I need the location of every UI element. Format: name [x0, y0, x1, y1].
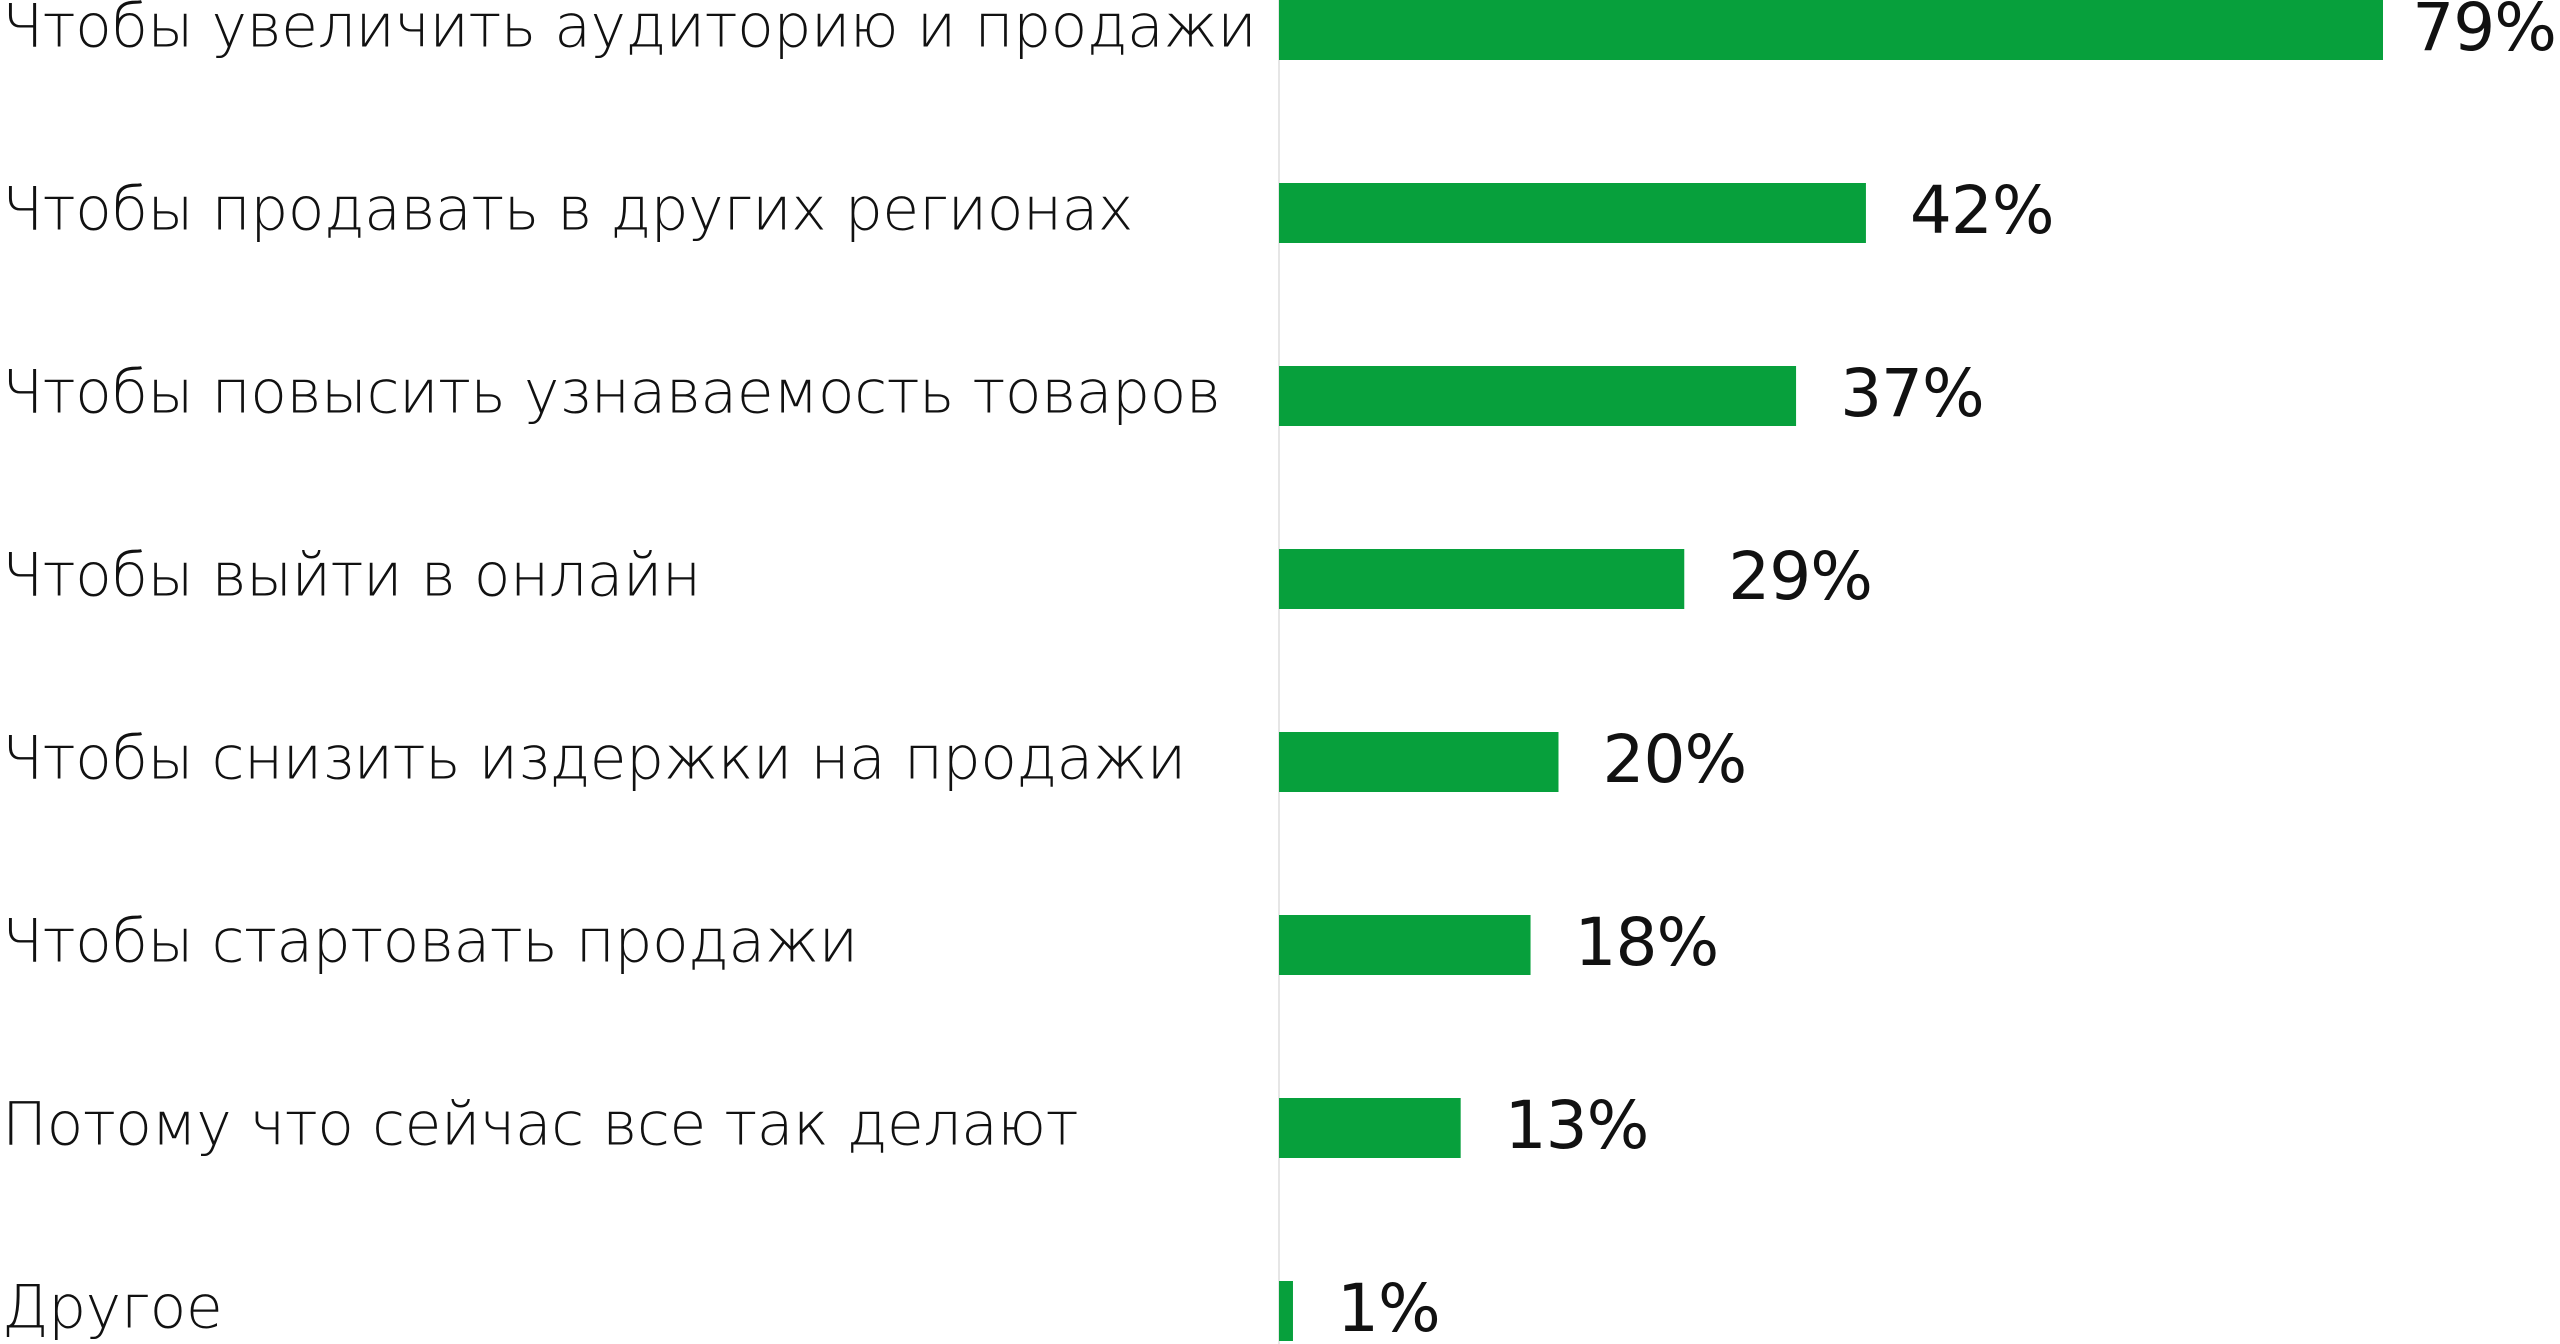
bar-row: Чтобы снизить издержки на продажи 20% — [2, 721, 1747, 798]
value-label: 18% — [1575, 904, 1719, 981]
value-label: 20% — [1602, 721, 1746, 798]
category-label: Чтобы стартовать продажи — [2, 907, 858, 977]
category-label: Чтобы увеличить аудиторию и продажи — [2, 0, 1256, 62]
category-label: Чтобы снизить издержки на продажи — [2, 724, 1186, 794]
bar-row: Чтобы продавать в других регионах 42% — [2, 172, 2055, 249]
category-label: Другое — [2, 1273, 222, 1343]
value-label: 29% — [1728, 538, 1872, 615]
bar — [1279, 366, 1797, 426]
bar — [1279, 915, 1531, 975]
bar-row: Чтобы увеличить аудиторию и продажи 79% — [2, 0, 2557, 66]
value-label: 1% — [1337, 1270, 1440, 1344]
category-label: Чтобы повысить узнаваемость товаров — [2, 358, 1220, 428]
bar-row: Потому что сейчас все так делают 13% — [2, 1087, 1649, 1164]
bar-row: Чтобы выйти в онлайн 29% — [2, 538, 1873, 615]
bar — [1279, 0, 2383, 60]
bar — [1279, 1281, 1293, 1341]
bar-row: Чтобы повысить узнаваемость товаров 37% — [2, 355, 1985, 432]
bar — [1279, 1098, 1461, 1158]
bar-row: Другое 1% — [2, 1270, 1441, 1344]
bar — [1279, 732, 1559, 792]
bar — [1279, 549, 1685, 609]
value-label: 42% — [1910, 172, 2054, 249]
category-label: Чтобы выйти в онлайн — [2, 541, 701, 611]
value-label: 13% — [1505, 1087, 1649, 1164]
category-label: Потому что сейчас все так делают — [2, 1090, 1078, 1160]
value-label: 37% — [1840, 355, 1984, 432]
bar-row: Чтобы стартовать продажи 18% — [2, 904, 1719, 981]
category-label: Чтобы продавать в других регионах — [2, 175, 1133, 245]
value-label: 79% — [2412, 0, 2556, 66]
bar — [1279, 183, 1866, 243]
